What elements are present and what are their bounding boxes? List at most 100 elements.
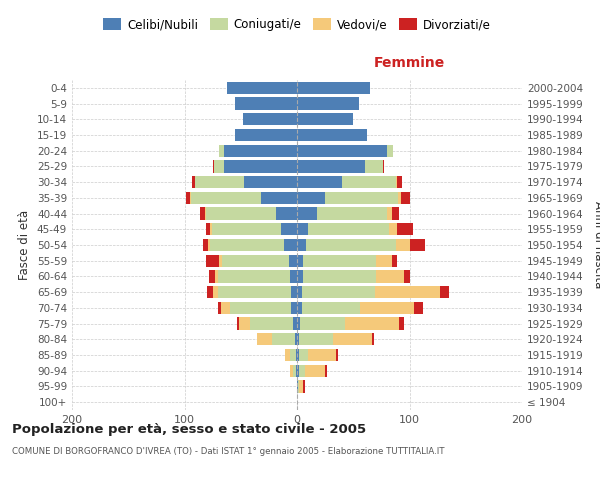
Bar xyxy=(257,333,272,345)
Bar xyxy=(409,239,425,251)
Bar xyxy=(218,286,292,298)
Bar xyxy=(208,239,211,251)
Bar xyxy=(292,302,297,314)
Bar xyxy=(392,208,400,220)
Bar xyxy=(297,254,302,267)
Bar xyxy=(301,318,346,330)
Bar xyxy=(290,270,297,282)
Bar xyxy=(296,364,297,377)
Text: Femmine: Femmine xyxy=(374,56,445,70)
Bar xyxy=(389,223,397,235)
Y-axis label: Anni di nascita: Anni di nascita xyxy=(592,202,600,288)
Bar xyxy=(209,270,215,282)
Bar xyxy=(275,208,297,220)
Bar xyxy=(295,333,297,345)
Bar xyxy=(342,176,396,188)
Bar xyxy=(400,318,404,330)
Bar xyxy=(297,333,299,345)
Bar xyxy=(289,254,297,267)
Bar xyxy=(206,223,211,235)
Bar xyxy=(302,270,376,282)
Bar xyxy=(360,302,414,314)
Bar xyxy=(297,144,387,157)
Bar xyxy=(229,302,292,314)
Bar xyxy=(308,349,337,361)
Bar xyxy=(227,82,297,94)
Bar xyxy=(206,208,275,220)
Bar xyxy=(297,192,325,204)
Bar xyxy=(396,176,397,188)
Bar xyxy=(193,176,194,188)
Bar xyxy=(414,302,423,314)
Bar xyxy=(244,176,297,188)
Bar xyxy=(290,349,296,361)
Bar xyxy=(297,302,302,314)
Bar xyxy=(333,333,373,345)
Bar xyxy=(190,192,191,204)
Bar xyxy=(346,318,400,330)
Bar xyxy=(297,349,299,361)
Bar xyxy=(211,239,284,251)
Bar xyxy=(212,160,214,172)
Bar xyxy=(325,364,328,377)
Bar xyxy=(235,129,297,141)
Bar xyxy=(306,239,396,251)
Bar xyxy=(284,349,290,361)
Text: Popolazione per età, sesso e stato civile - 2005: Popolazione per età, sesso e stato civil… xyxy=(12,422,366,436)
Bar xyxy=(298,380,299,392)
Bar xyxy=(220,144,224,157)
Bar xyxy=(299,364,305,377)
Bar xyxy=(185,192,190,204)
Bar xyxy=(317,208,387,220)
Bar xyxy=(297,160,365,172)
Bar xyxy=(297,208,317,220)
Bar xyxy=(191,192,261,204)
Bar xyxy=(365,160,383,172)
Bar xyxy=(299,380,302,392)
Bar xyxy=(297,113,353,126)
Bar xyxy=(392,254,397,267)
Bar xyxy=(238,318,239,330)
Bar xyxy=(272,333,295,345)
Bar xyxy=(250,318,293,330)
Bar xyxy=(297,364,299,377)
Bar xyxy=(221,302,229,314)
Bar xyxy=(281,223,297,235)
Bar xyxy=(220,254,221,267)
Bar xyxy=(261,192,297,204)
Legend: Celibi/Nubili, Coniugati/e, Vedovi/e, Divorziati/e: Celibi/Nubili, Coniugati/e, Vedovi/e, Di… xyxy=(98,14,496,36)
Bar xyxy=(396,239,409,251)
Bar xyxy=(206,254,220,267)
Bar xyxy=(243,113,297,126)
Bar xyxy=(398,192,401,204)
Bar xyxy=(297,380,298,392)
Bar xyxy=(239,318,250,330)
Bar xyxy=(397,223,413,235)
Bar xyxy=(297,98,359,110)
Bar xyxy=(325,192,398,204)
Bar xyxy=(292,286,297,298)
Bar xyxy=(308,223,389,235)
Bar xyxy=(374,286,440,298)
Bar xyxy=(284,239,297,251)
Bar xyxy=(297,270,302,282)
Bar xyxy=(205,208,206,220)
Bar xyxy=(207,286,212,298)
Bar xyxy=(224,160,297,172)
Bar xyxy=(194,176,244,188)
Bar xyxy=(299,349,308,361)
Bar xyxy=(293,318,297,330)
Bar xyxy=(387,144,392,157)
Bar xyxy=(302,286,374,298)
Bar xyxy=(218,302,221,314)
Bar xyxy=(302,254,376,267)
Bar xyxy=(401,192,409,204)
Bar xyxy=(293,364,296,377)
Bar xyxy=(296,349,297,361)
Text: COMUNE DI BORGOFRANCO D'IVREA (TO) - Dati ISTAT 1° gennaio 2005 - Elaborazione T: COMUNE DI BORGOFRANCO D'IVREA (TO) - Dat… xyxy=(12,448,445,456)
Bar xyxy=(203,239,208,251)
Bar xyxy=(221,254,289,267)
Bar xyxy=(218,270,290,282)
Bar xyxy=(211,223,212,235)
Bar xyxy=(297,286,302,298)
